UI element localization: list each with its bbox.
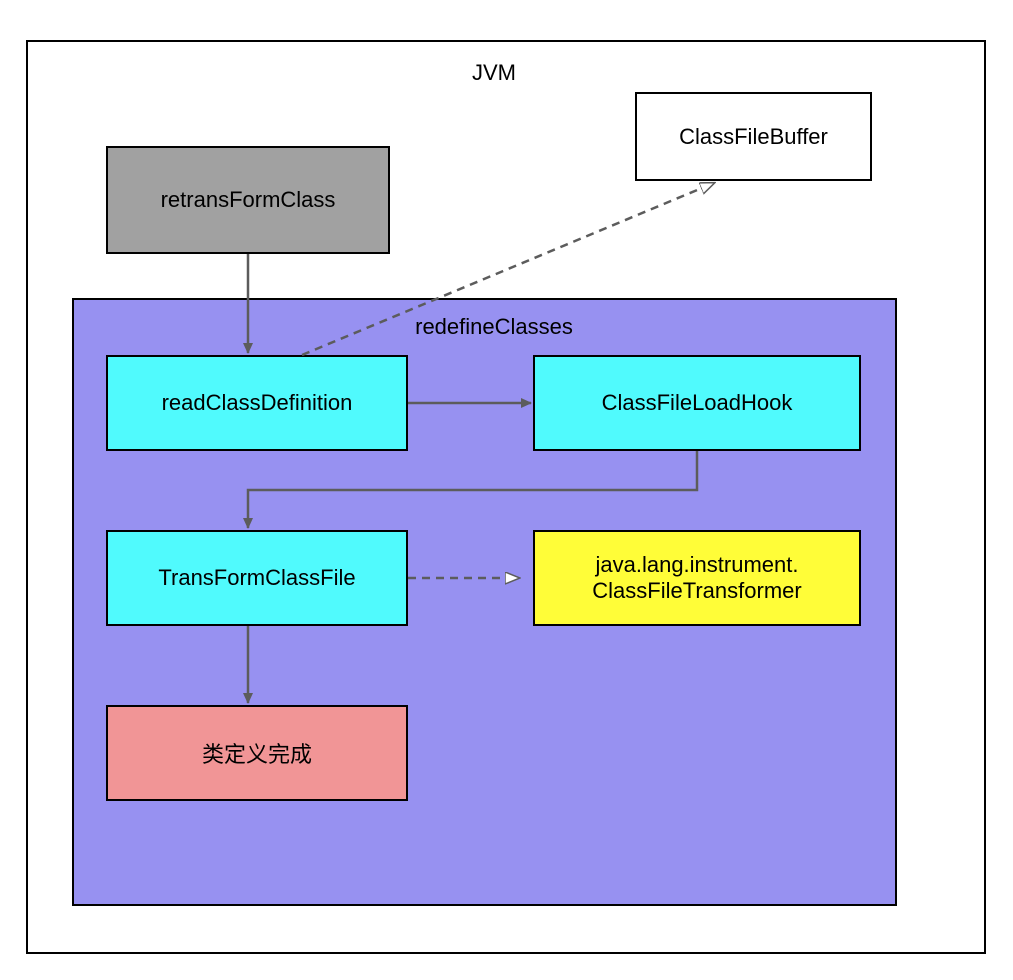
redefine-label: redefineClasses (394, 314, 594, 340)
node-readclassdef: readClassDefinition (106, 355, 408, 451)
node-label: TransFormClassFile (158, 565, 355, 591)
node-label: retransFormClass (161, 187, 336, 213)
node-classfilebuffer: ClassFileBuffer (635, 92, 872, 181)
node-label: ClassFileLoadHook (602, 390, 793, 416)
node-classfileloadhook: ClassFileLoadHook (533, 355, 861, 451)
node-complete: 类定义完成 (106, 705, 408, 801)
node-label: 类定义完成 (202, 737, 312, 769)
node-retransform: retransFormClass (106, 146, 390, 254)
node-label: readClassDefinition (162, 390, 353, 416)
node-label: ClassFileBuffer (679, 124, 828, 150)
node-label: java.lang.instrument. ClassFileTransform… (592, 552, 801, 604)
jvm-label: JVM (444, 60, 544, 86)
node-transformer: java.lang.instrument. ClassFileTransform… (533, 530, 861, 626)
node-transformclassfile: TransFormClassFile (106, 530, 408, 626)
